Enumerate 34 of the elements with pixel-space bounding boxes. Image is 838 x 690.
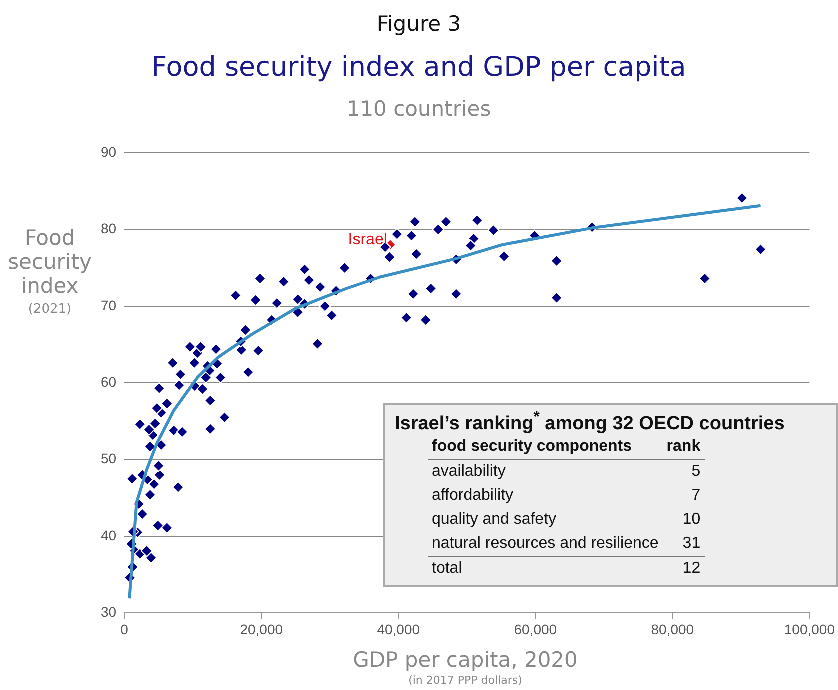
x-tick-label: 20,000 <box>240 621 284 638</box>
chart-title: Food security index and GDP per capita <box>150 52 688 83</box>
x-tick-label: 100,000 <box>784 621 836 638</box>
y-axis-title: Food security index <box>8 226 92 298</box>
annotation: 5 <box>690 462 702 482</box>
annotation: quality and safety <box>431 510 558 530</box>
annotation: 12 <box>662 556 705 582</box>
annotation: 31 <box>682 534 702 554</box>
caption: Figure 3 <box>376 12 462 36</box>
series-label: Israel <box>348 231 388 248</box>
annotation: natural resources and resilience <box>431 534 660 554</box>
x-tick-label: 80,000 <box>651 621 694 638</box>
y-tick-label: 80 <box>100 220 117 237</box>
annotation: Israel’s ranking$^{*}$ among 32 OECD countries <box>394 408 786 436</box>
annotation: availability <box>431 462 507 482</box>
x-tick-label: 40,000 <box>377 621 420 638</box>
annotation: 7 <box>690 486 702 506</box>
y-tick-label: 60 <box>100 374 117 390</box>
y-tick-label: 90 <box>100 144 117 160</box>
annotation: food security components <box>428 435 663 460</box>
annotation: affordability <box>431 486 515 506</box>
annotation: 10 <box>682 510 702 530</box>
annotation: total <box>428 556 663 582</box>
text: (in 2017 PPP dollars) <box>408 674 524 687</box>
y-tick-label: 30 <box>100 604 117 620</box>
chart-subtitle: 110 countries <box>346 97 492 121</box>
annotation: rank <box>662 435 705 460</box>
x-axis-title: GDP per capita, 2020 <box>352 648 579 672</box>
text: (2021) <box>27 302 73 317</box>
x-tick-label: 0 <box>120 621 129 638</box>
y-tick-label: 50 <box>100 450 117 467</box>
y-tick-label: 40 <box>100 527 117 544</box>
x-tick-label: 60,000 <box>514 621 558 638</box>
y-tick-label: 70 <box>100 297 117 314</box>
